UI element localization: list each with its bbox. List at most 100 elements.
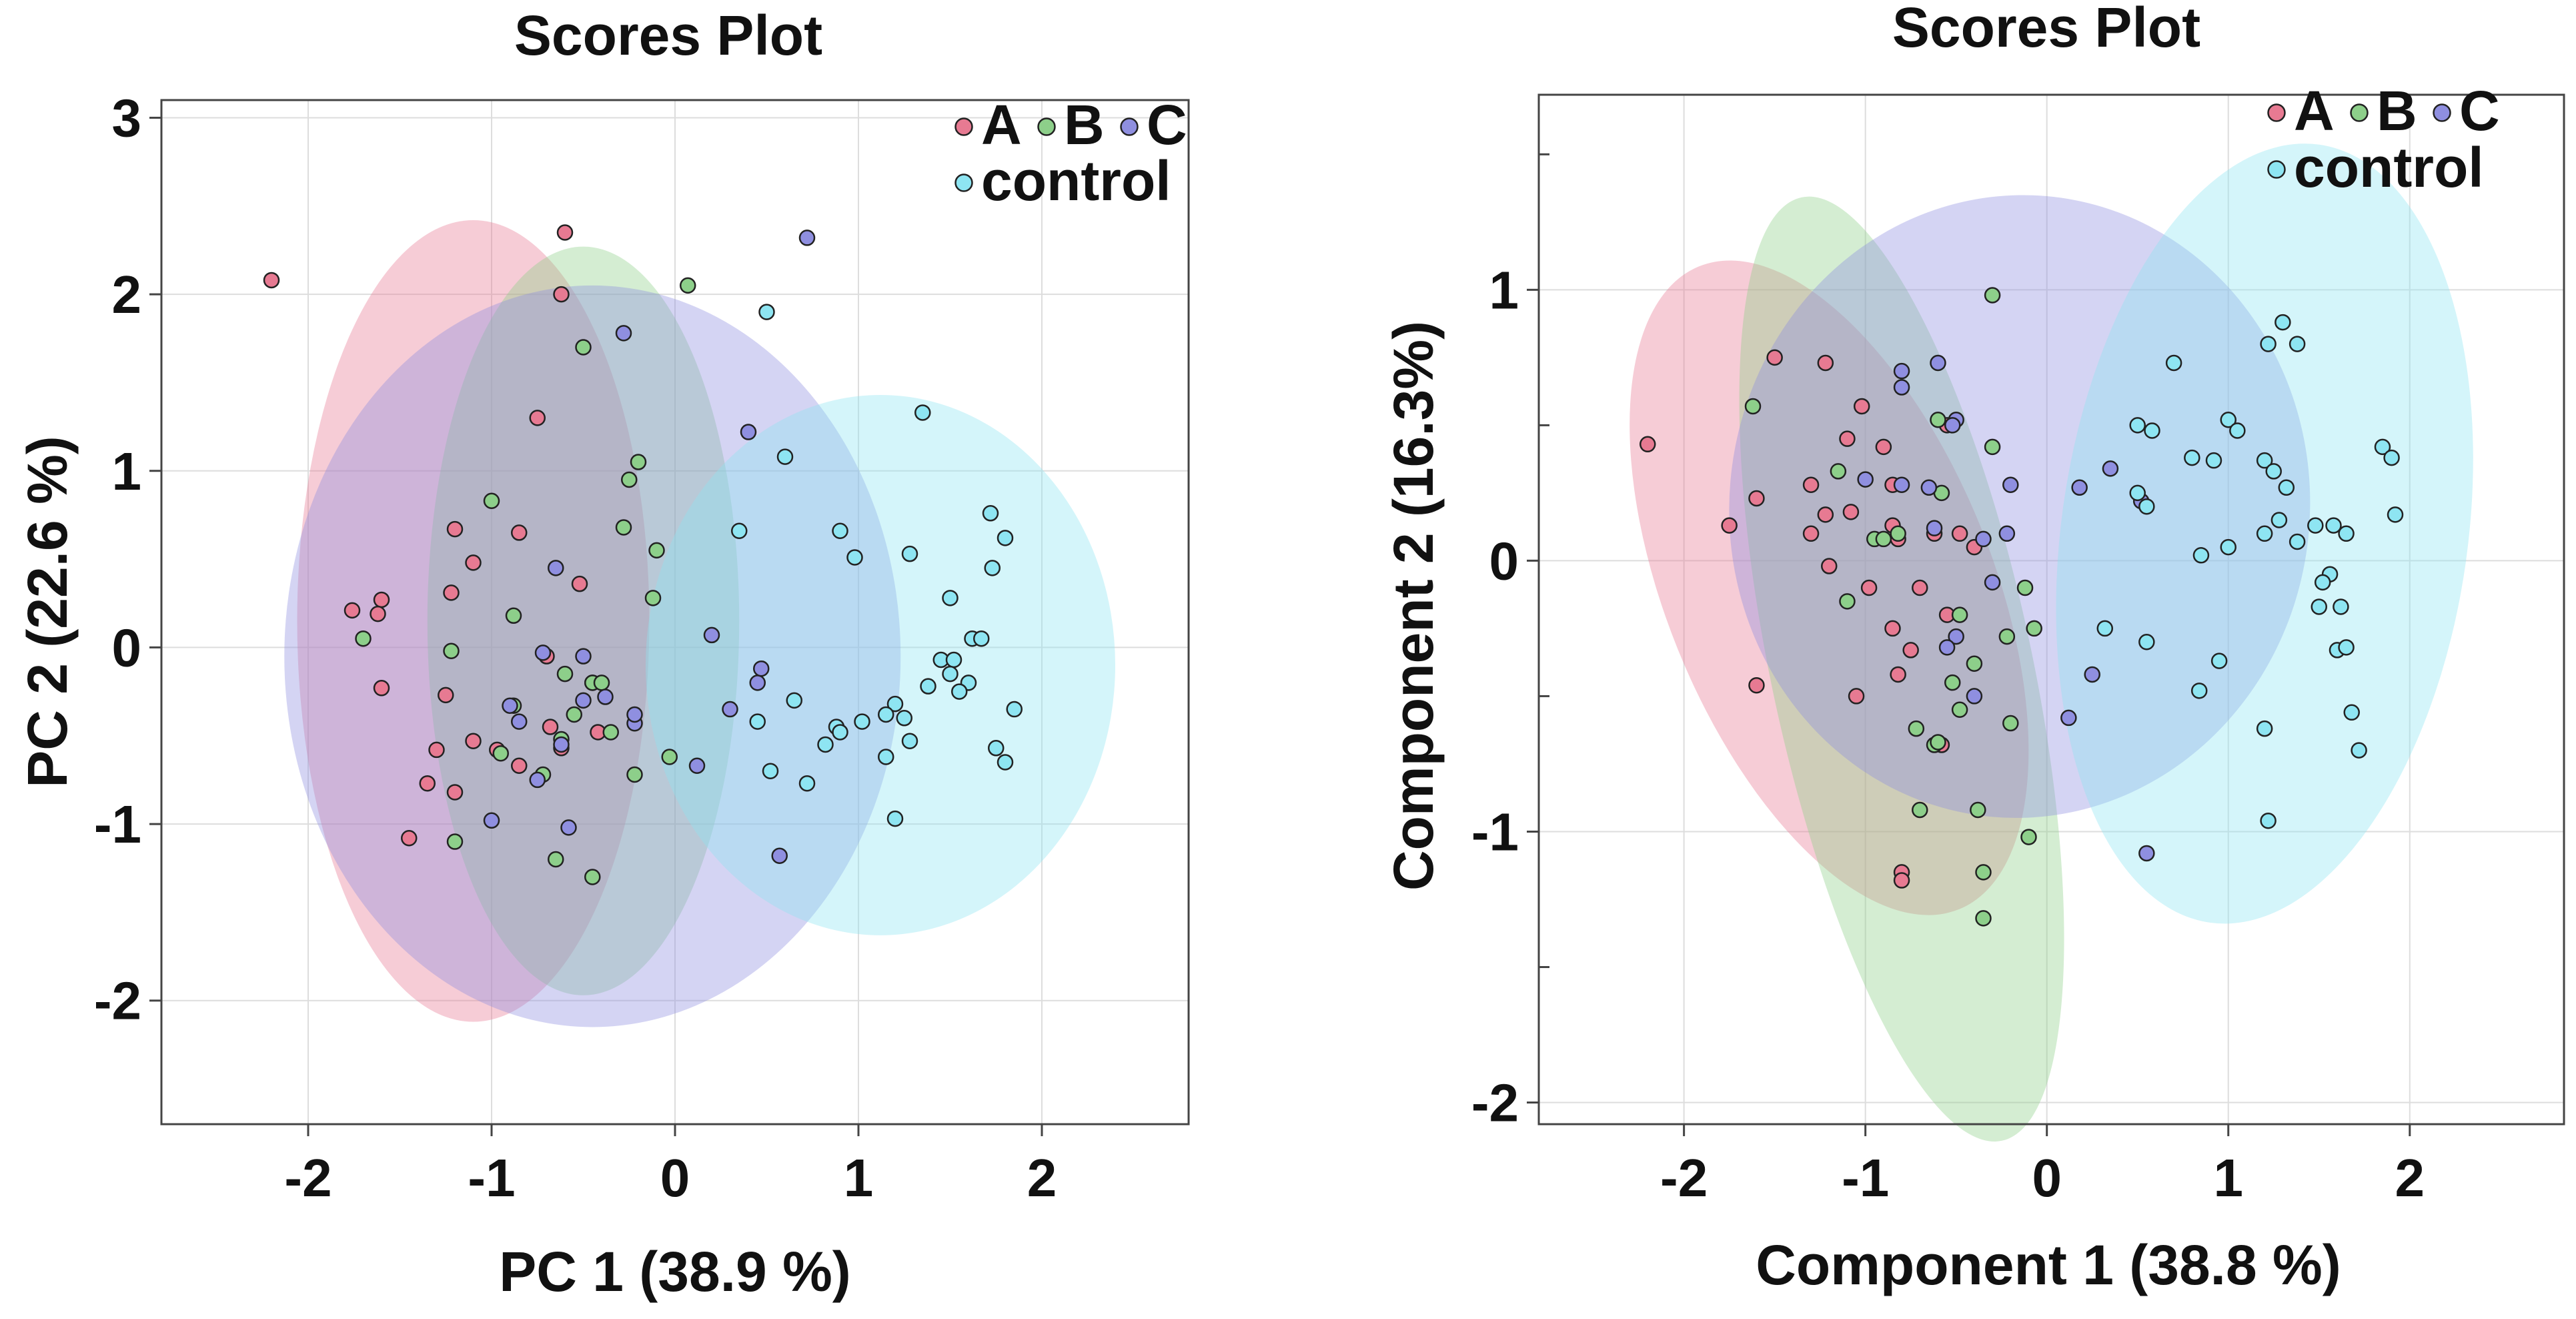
- right-xtick-label-1: 1: [2213, 1148, 2243, 1208]
- right-point-b-18: [2002, 715, 2019, 732]
- left-point-b-0: [680, 277, 696, 294]
- right-point-control-19: [2338, 525, 2355, 542]
- right-point-a-6: [1817, 506, 1834, 523]
- right-point-b-25: [1984, 438, 2001, 456]
- left-point-c-15: [483, 812, 500, 829]
- right-point-a-5: [1802, 476, 1820, 493]
- left-legend-label-control: control: [981, 149, 1171, 212]
- right-point-control-15: [2271, 512, 2288, 528]
- right-point-c-13: [1984, 574, 2001, 591]
- left-point-b-5: [615, 519, 632, 536]
- right-point-b-9: [1998, 628, 2016, 645]
- left-point-b-13: [593, 675, 610, 691]
- right-point-a-3: [1748, 490, 1765, 507]
- right-point-control-36: [2096, 620, 2114, 637]
- right-point-control-13: [2129, 484, 2146, 502]
- left-point-control-10: [942, 590, 958, 606]
- left-point-control-2: [776, 448, 794, 465]
- right-point-c-10: [1926, 520, 1943, 536]
- right-legend-marker-b: [2350, 103, 2369, 122]
- left-point-control-28: [762, 763, 779, 779]
- left-point-control-8: [901, 545, 918, 562]
- left-ytick-label-0: 0: [112, 618, 142, 677]
- right-point-control-34: [2256, 720, 2273, 737]
- left-point-control-9: [984, 560, 1001, 576]
- left-point-c-16: [560, 819, 577, 836]
- right-point-c-6: [1893, 476, 1910, 493]
- right-point-control-31: [2338, 639, 2355, 656]
- left-point-b-6: [648, 542, 665, 559]
- right-ellipse-a: [1630, 260, 2029, 915]
- right-xtick-label--2: -2: [1660, 1148, 1708, 1208]
- left-point-a-13: [438, 687, 454, 704]
- right-point-a-21: [1884, 620, 1901, 637]
- left-ellipse-control: [646, 394, 1115, 935]
- right-ytick-label-0: 0: [1489, 531, 1519, 590]
- right-point-control-0: [2275, 314, 2291, 331]
- left-point-c-4: [703, 626, 720, 644]
- right-y-axis-label: Component 2 (16.3%): [1382, 321, 1445, 891]
- left-legend-label-b: B: [1064, 93, 1105, 156]
- left-point-a-2: [553, 286, 570, 303]
- right-point-control-32: [2343, 704, 2360, 721]
- right-point-a-17: [1912, 579, 1928, 596]
- left-point-c-1: [615, 325, 632, 342]
- left-x-axis-label: PC 1 (38.9 %): [499, 1240, 851, 1303]
- right-xtick-label--1: -1: [1842, 1148, 1889, 1208]
- left-point-a-25: [401, 830, 418, 847]
- right-point-c-19: [2138, 845, 2155, 862]
- left-ytick-label-3: 3: [112, 88, 142, 147]
- left-point-c-2: [740, 424, 757, 440]
- right-point-c-1: [1893, 362, 1910, 380]
- right-legend-label-b: B: [2377, 79, 2417, 142]
- left-xtick-label--1: -1: [468, 1148, 515, 1208]
- left-point-a-10: [344, 602, 361, 619]
- left-legend-label-a: A: [981, 93, 1022, 156]
- left-data-points: [263, 224, 1023, 885]
- left-point-control-5: [731, 522, 748, 540]
- left-point-control-22: [854, 713, 870, 730]
- right-legend-label-a: A: [2294, 79, 2335, 142]
- left-point-a-20: [446, 784, 464, 801]
- left-point-c-8: [575, 648, 592, 665]
- right-point-control-14: [2138, 498, 2155, 515]
- right-point-b-17: [1930, 734, 1946, 751]
- right-point-control-7: [2229, 422, 2246, 439]
- left-point-control-19: [1006, 701, 1023, 718]
- left-point-control-24: [832, 724, 848, 741]
- left-point-control-4: [997, 530, 1014, 546]
- left-point-b-20: [626, 766, 643, 783]
- right-point-control-24: [2220, 538, 2236, 556]
- left-point-b-10: [443, 642, 460, 659]
- left-point-control-0: [758, 304, 775, 320]
- right-legend-marker-c: [2433, 103, 2451, 122]
- left-point-control-7: [846, 549, 863, 566]
- left-legend-marker-b: [1037, 117, 1056, 136]
- right-point-a-2: [1817, 354, 1834, 372]
- left-point-a-21: [419, 775, 436, 792]
- left-point-a-8: [443, 584, 460, 601]
- left-point-b-8: [644, 590, 662, 606]
- right-point-a-7: [1839, 430, 1856, 447]
- left-point-b-2: [483, 492, 500, 510]
- right-ytick-label-1: 1: [1489, 260, 1519, 320]
- left-point-c-6: [502, 697, 518, 715]
- right-point-control-21: [2383, 449, 2400, 466]
- left-point-a-15: [542, 719, 559, 735]
- left-point-c-14: [626, 706, 643, 723]
- right-point-b-2: [1830, 463, 1847, 480]
- right-point-b-14: [1951, 701, 1968, 718]
- left-point-control-27: [749, 713, 766, 730]
- left-point-control-14: [945, 651, 962, 669]
- right-point-control-22: [2387, 506, 2404, 523]
- left-point-a-5: [511, 524, 528, 541]
- left-ytick-label-1: 1: [112, 442, 142, 501]
- left-point-c-5: [534, 644, 552, 661]
- left-point-a-4: [446, 520, 464, 538]
- right-point-a-0: [1639, 436, 1656, 453]
- left-point-c-12: [529, 771, 546, 789]
- right-legend-label-c: C: [2459, 79, 2500, 142]
- right-point-control-29: [2333, 598, 2349, 615]
- right-plot-frame: [1537, 93, 2565, 1126]
